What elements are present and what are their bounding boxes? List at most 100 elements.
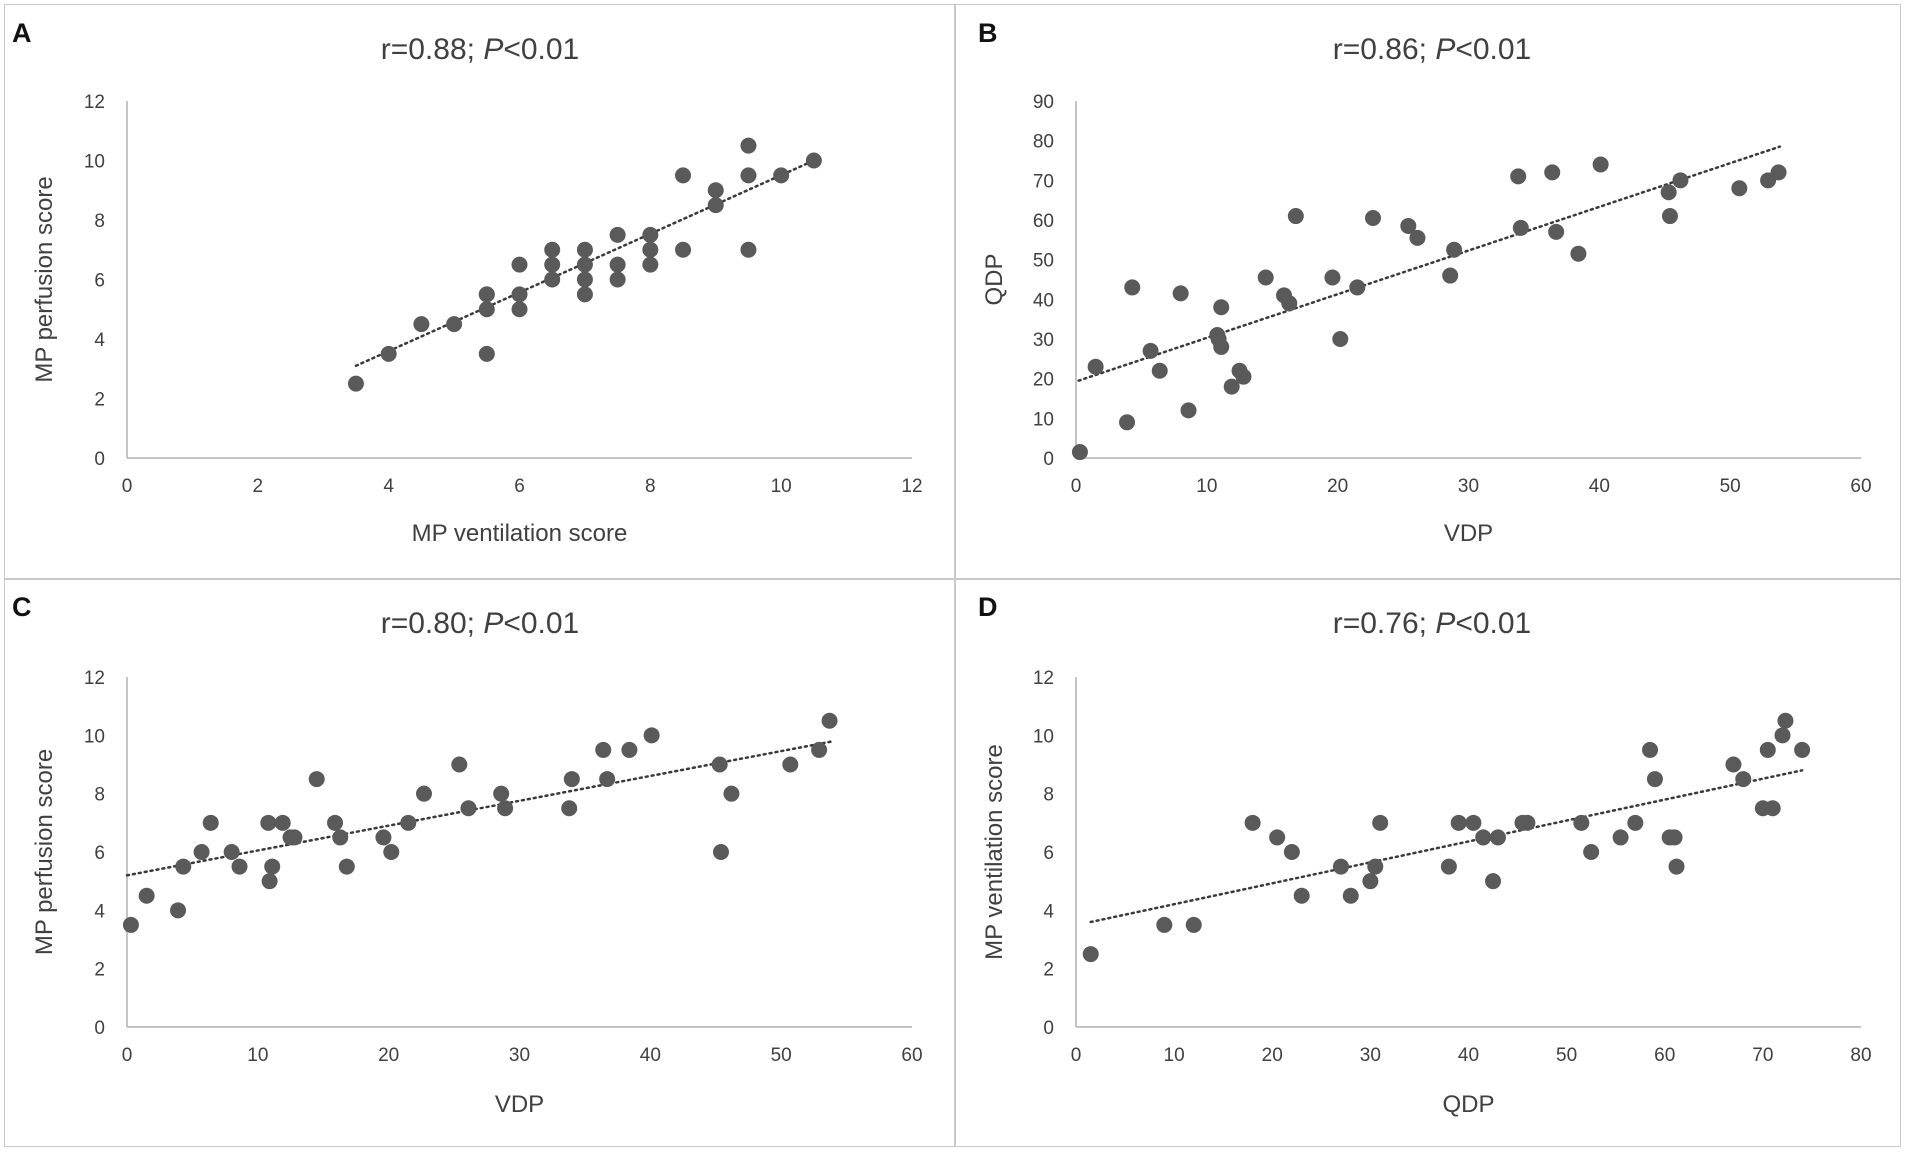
data-point	[122, 916, 139, 933]
chart-title-p: P	[1435, 33, 1455, 66]
data-point	[1213, 338, 1230, 355]
data-point	[723, 785, 740, 802]
data-point	[175, 858, 192, 875]
data-point	[707, 197, 724, 214]
y-axis-label: QDP	[981, 253, 1008, 305]
data-point	[544, 256, 561, 273]
data-point	[511, 286, 528, 303]
x-tick-label: 8	[645, 476, 656, 497]
x-tick-label: 50	[1556, 1045, 1577, 1066]
data-point	[773, 167, 790, 184]
y-tick-label: 4	[94, 330, 105, 351]
data-point	[1777, 712, 1794, 729]
x-tick-label: 20	[1327, 476, 1348, 497]
data-point	[413, 316, 430, 333]
data-point	[1223, 378, 1240, 395]
x-tick-label: 10	[771, 476, 792, 497]
data-point	[478, 286, 495, 303]
y-tick-label: 60	[1033, 211, 1054, 232]
chart-title-p: P	[1435, 607, 1455, 640]
y-tick-label: 0	[1043, 449, 1054, 470]
data-point	[576, 241, 593, 258]
y-tick-label: 70	[1033, 171, 1054, 192]
data-point	[493, 785, 510, 802]
data-point	[576, 271, 593, 288]
data-point	[380, 345, 397, 362]
panel-letter: D	[978, 592, 998, 622]
y-tick-label: 6	[1043, 843, 1054, 864]
chart-title-p: P	[483, 607, 503, 640]
data-point	[1400, 217, 1417, 234]
data-point	[375, 829, 392, 846]
data-point	[1627, 814, 1644, 831]
data-point	[383, 844, 400, 860]
x-tick-label: 0	[1071, 476, 1082, 497]
x-tick-label: 70	[1752, 1045, 1773, 1066]
y-tick-label: 10	[84, 726, 105, 747]
data-point	[1544, 164, 1561, 181]
data-point	[576, 256, 593, 273]
x-tick-label: 50	[1720, 476, 1741, 497]
data-point	[544, 271, 561, 288]
y-tick-label: 12	[84, 668, 105, 689]
data-point	[675, 241, 692, 258]
data-point	[782, 756, 799, 773]
x-axis-label: QDP	[1442, 1091, 1494, 1118]
y-tick-label: 0	[1043, 1018, 1054, 1039]
data-point	[1512, 219, 1529, 236]
data-point	[260, 814, 277, 831]
data-point	[595, 741, 612, 758]
y-tick-label: 10	[1033, 726, 1054, 747]
chart-title-prefix: r=0.76;	[1333, 607, 1436, 640]
y-tick-label: 40	[1033, 290, 1054, 311]
data-point	[1342, 887, 1359, 904]
data-point	[642, 256, 659, 273]
panel-letter: B	[978, 18, 998, 48]
data-point	[1583, 844, 1600, 860]
data-point	[446, 316, 463, 333]
panel-letter: C	[12, 592, 32, 622]
data-point	[347, 375, 364, 392]
data-point	[1119, 414, 1136, 431]
data-point	[1372, 814, 1389, 831]
data-point	[1087, 358, 1104, 375]
x-axis-label: MP ventilation score	[412, 520, 628, 547]
x-tick-label: 10	[247, 1045, 268, 1066]
data-point	[563, 771, 580, 788]
data-point	[1770, 164, 1787, 181]
data-point	[1293, 887, 1310, 904]
data-point	[599, 771, 616, 788]
data-point	[415, 785, 432, 802]
data-point	[1332, 858, 1349, 875]
data-point	[1367, 858, 1384, 875]
x-tick-label: 60	[901, 1045, 922, 1066]
data-point	[740, 241, 757, 258]
data-point	[1283, 844, 1300, 860]
data-point	[642, 226, 659, 243]
data-point	[1071, 444, 1088, 461]
y-tick-label: 80	[1033, 132, 1054, 153]
x-tick-label: 40	[640, 1045, 661, 1066]
y-tick-label: 12	[1033, 668, 1054, 689]
x-tick-label: 10	[1196, 476, 1217, 497]
data-point	[621, 741, 638, 758]
data-point	[1764, 800, 1781, 817]
chart-title-p: P	[483, 33, 503, 66]
y-tick-label: 50	[1033, 251, 1054, 272]
data-point	[327, 814, 344, 831]
data-point	[1475, 829, 1492, 846]
data-point	[1446, 241, 1463, 258]
x-tick-label: 20	[378, 1045, 399, 1066]
chart-title-suffix: <0.01	[1455, 607, 1531, 640]
data-point	[478, 301, 495, 318]
y-tick-label: 10	[84, 152, 105, 173]
data-point	[231, 858, 248, 875]
data-point	[821, 712, 838, 729]
data-point	[544, 241, 561, 258]
x-tick-label: 60	[1654, 1045, 1675, 1066]
panel-divider-horizontal	[4, 578, 1901, 580]
data-point	[1362, 873, 1379, 890]
